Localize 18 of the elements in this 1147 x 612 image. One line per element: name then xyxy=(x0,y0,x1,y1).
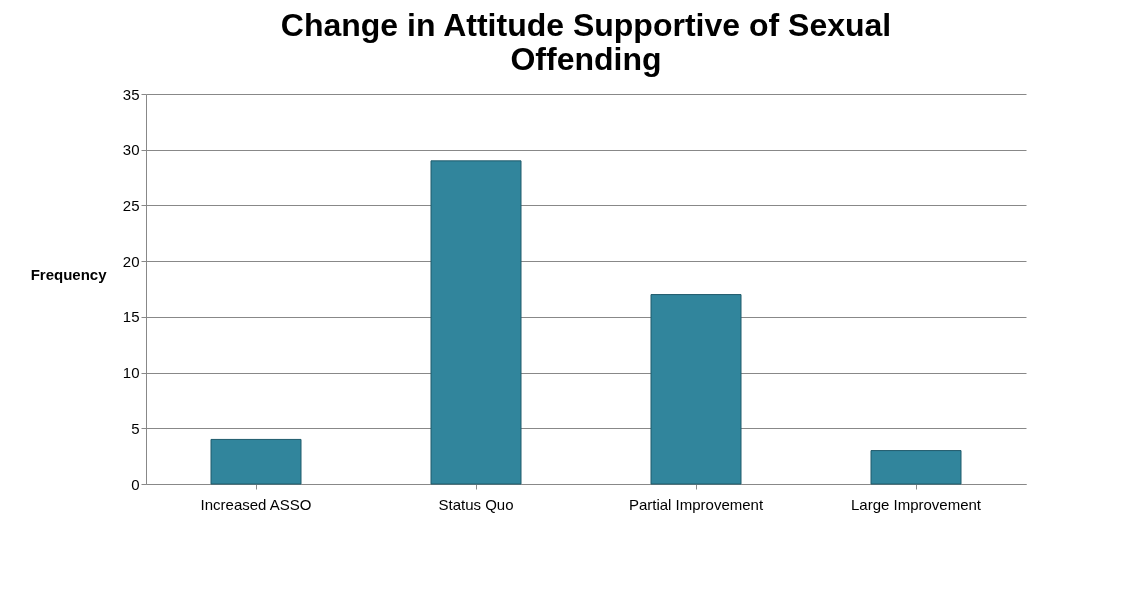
y-tick-label: 0 xyxy=(131,475,140,493)
bar xyxy=(210,438,302,485)
y-tick-label: 20 xyxy=(122,252,140,270)
bar xyxy=(650,294,742,485)
x-tick-label: Status Quo xyxy=(438,495,514,513)
y-tick-label: 30 xyxy=(122,141,140,159)
bar xyxy=(430,160,522,485)
x-tick-label: Large Improvement xyxy=(850,495,982,513)
y-tick-label: 35 xyxy=(122,85,140,103)
chart-title: Change in Attitude Supportive of Sexual Offending xyxy=(280,7,892,77)
y-tick-label: 25 xyxy=(122,196,140,214)
x-tick-label: Increased ASSO xyxy=(200,495,312,513)
y-tick-label: 10 xyxy=(122,364,140,382)
x-tick-label: Partial Improvement xyxy=(628,495,764,513)
y-axis-title: Frequency xyxy=(30,265,108,283)
y-tick-label: 15 xyxy=(122,308,140,326)
y-tick-label: 5 xyxy=(131,419,140,437)
bar xyxy=(870,450,962,485)
